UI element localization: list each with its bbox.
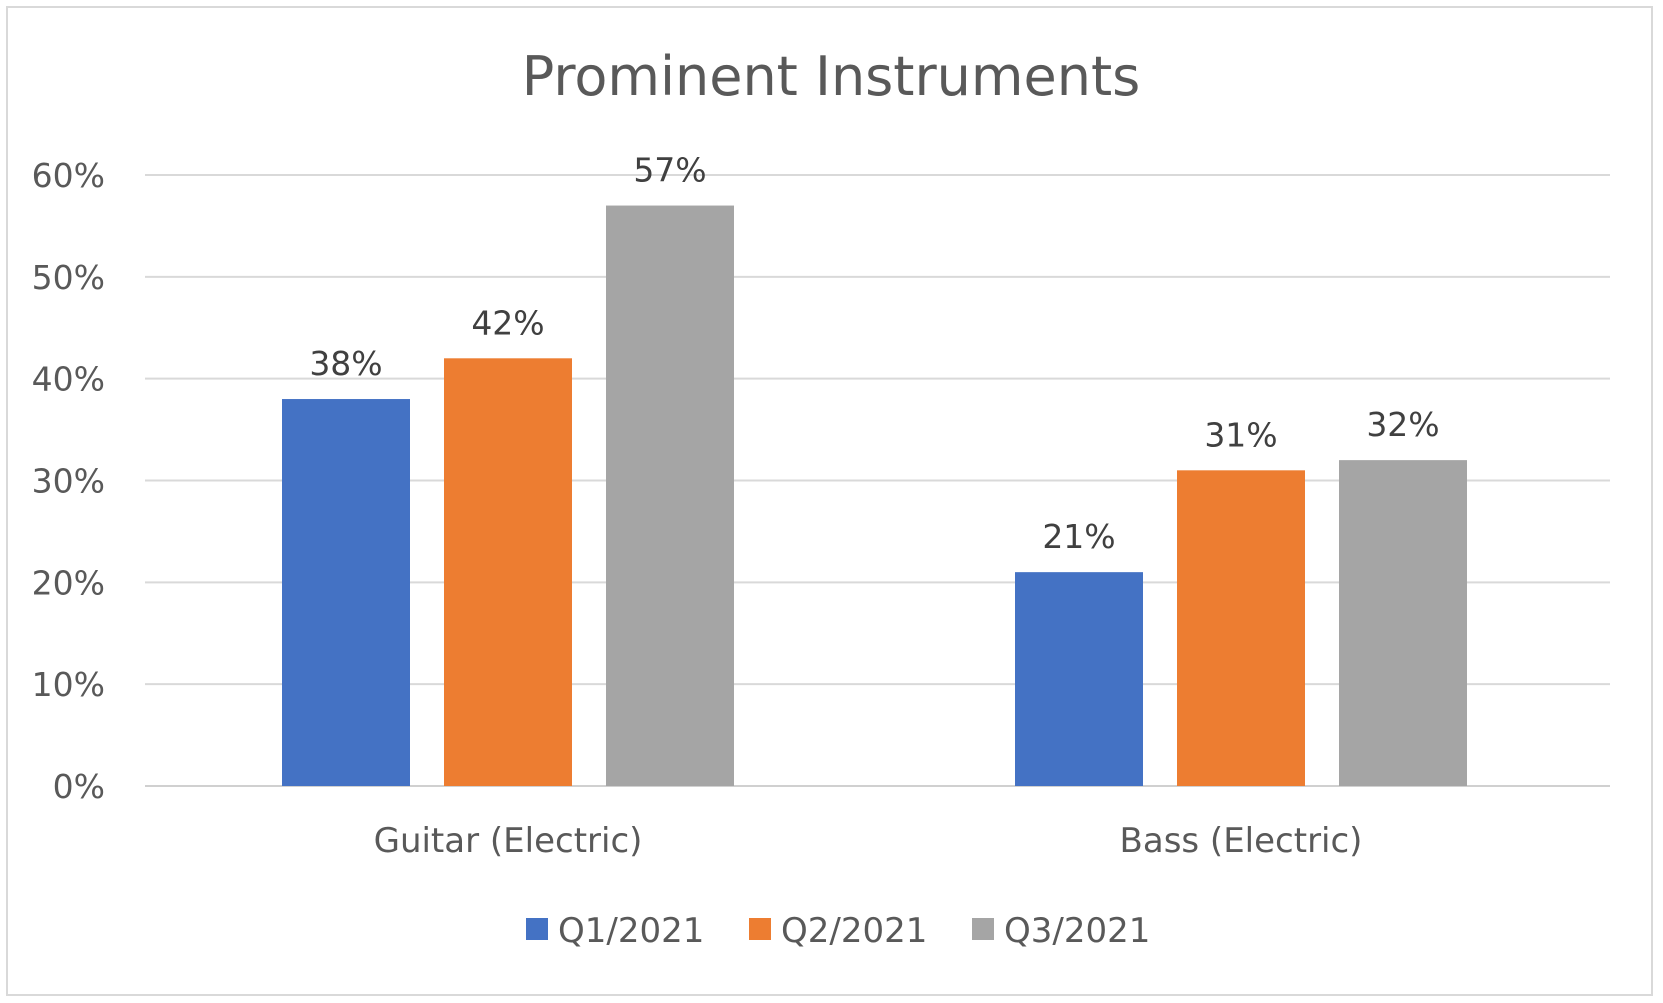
data-label: 42%	[471, 303, 544, 342]
data-label: 32%	[1366, 405, 1439, 444]
bar	[444, 358, 572, 786]
x-axis-categories: Guitar (Electric) Bass (Electric)	[374, 821, 1363, 861]
data-label: 57%	[633, 151, 706, 190]
data-labels: 38% 42% 57% 21% 31% 32%	[309, 151, 1439, 557]
y-tick-label: 40%	[32, 360, 105, 399]
y-tick-label: 0%	[53, 767, 105, 806]
y-tick-label: 20%	[32, 563, 105, 602]
y-tick-label: 60%	[32, 156, 105, 195]
chart-title: Prominent Instruments	[522, 45, 1141, 108]
x-category-label: Guitar (Electric)	[374, 821, 643, 861]
bars	[282, 205, 1467, 787]
y-axis-ticks: 0% 10% 20% 30% 40% 50% 60%	[32, 156, 105, 806]
y-tick-label: 10%	[32, 665, 105, 704]
bar	[1015, 572, 1143, 786]
bar	[1177, 470, 1305, 786]
legend: Q1/2021 Q2/2021 Q3/2021	[526, 911, 1150, 951]
data-label: 31%	[1204, 415, 1277, 454]
legend-label: Q3/2021	[1004, 911, 1150, 951]
data-label: 21%	[1042, 517, 1115, 556]
bar	[282, 399, 410, 786]
x-category-label: Bass (Electric)	[1120, 821, 1363, 861]
legend-swatch	[972, 918, 994, 940]
data-label: 38%	[309, 344, 382, 383]
legend-label: Q1/2021	[558, 911, 704, 951]
legend-swatch	[526, 918, 548, 940]
legend-label: Q2/2021	[781, 911, 927, 951]
legend-swatch	[749, 918, 771, 940]
y-tick-label: 50%	[32, 258, 105, 297]
y-tick-label: 30%	[32, 462, 105, 501]
bar	[1339, 460, 1467, 786]
bar	[606, 205, 734, 787]
